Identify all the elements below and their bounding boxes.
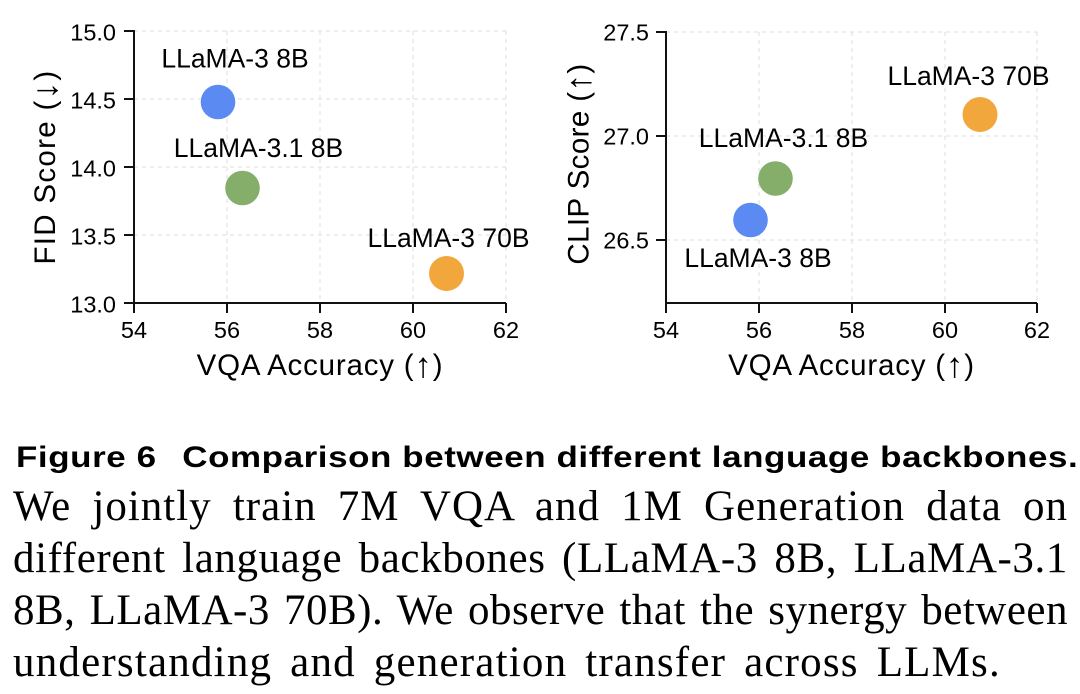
svg-text:56: 56: [746, 317, 772, 343]
svg-text:54: 54: [121, 317, 147, 343]
svg-text:26.5: 26.5: [603, 228, 649, 254]
svg-text:62: 62: [493, 317, 519, 343]
svg-text:58: 58: [307, 317, 333, 343]
svg-text:62: 62: [1024, 317, 1050, 343]
svg-text:LLaMA-3 8B: LLaMA-3 8B: [684, 243, 831, 273]
svg-text:LLaMA-3.1 8B: LLaMA-3.1 8B: [699, 123, 868, 153]
svg-text:13.5: 13.5: [70, 224, 116, 250]
svg-text:LLaMA-3 70B: LLaMA-3 70B: [367, 223, 529, 253]
svg-text:56: 56: [214, 317, 240, 343]
svg-text:LLaMA-3 8B: LLaMA-3 8B: [161, 44, 308, 74]
svg-text:15.0: 15.0: [70, 20, 116, 46]
svg-text:VQA Accuracy (↑): VQA Accuracy (↑): [197, 346, 444, 385]
svg-text:14.5: 14.5: [70, 88, 116, 114]
svg-text:58: 58: [839, 317, 865, 343]
svg-text:60: 60: [400, 317, 426, 343]
svg-text:LLaMA-3.1 8B: LLaMA-3.1 8B: [174, 133, 343, 163]
svg-text:VQA Accuracy (↑): VQA Accuracy (↑): [728, 346, 975, 385]
svg-text:13.0: 13.0: [70, 292, 116, 318]
svg-text:54: 54: [653, 317, 679, 343]
svg-text:60: 60: [932, 317, 958, 343]
svg-text:14.0: 14.0: [70, 156, 116, 182]
svg-text:FID Score (↓): FID Score (↓): [26, 69, 65, 264]
svg-text:27.0: 27.0: [603, 124, 649, 150]
svg-text:27.5: 27.5: [603, 20, 649, 46]
svg-text:CLIP Score (↑): CLIP Score (↑): [559, 63, 598, 264]
svg-text:LLaMA-3 70B: LLaMA-3 70B: [887, 61, 1049, 91]
